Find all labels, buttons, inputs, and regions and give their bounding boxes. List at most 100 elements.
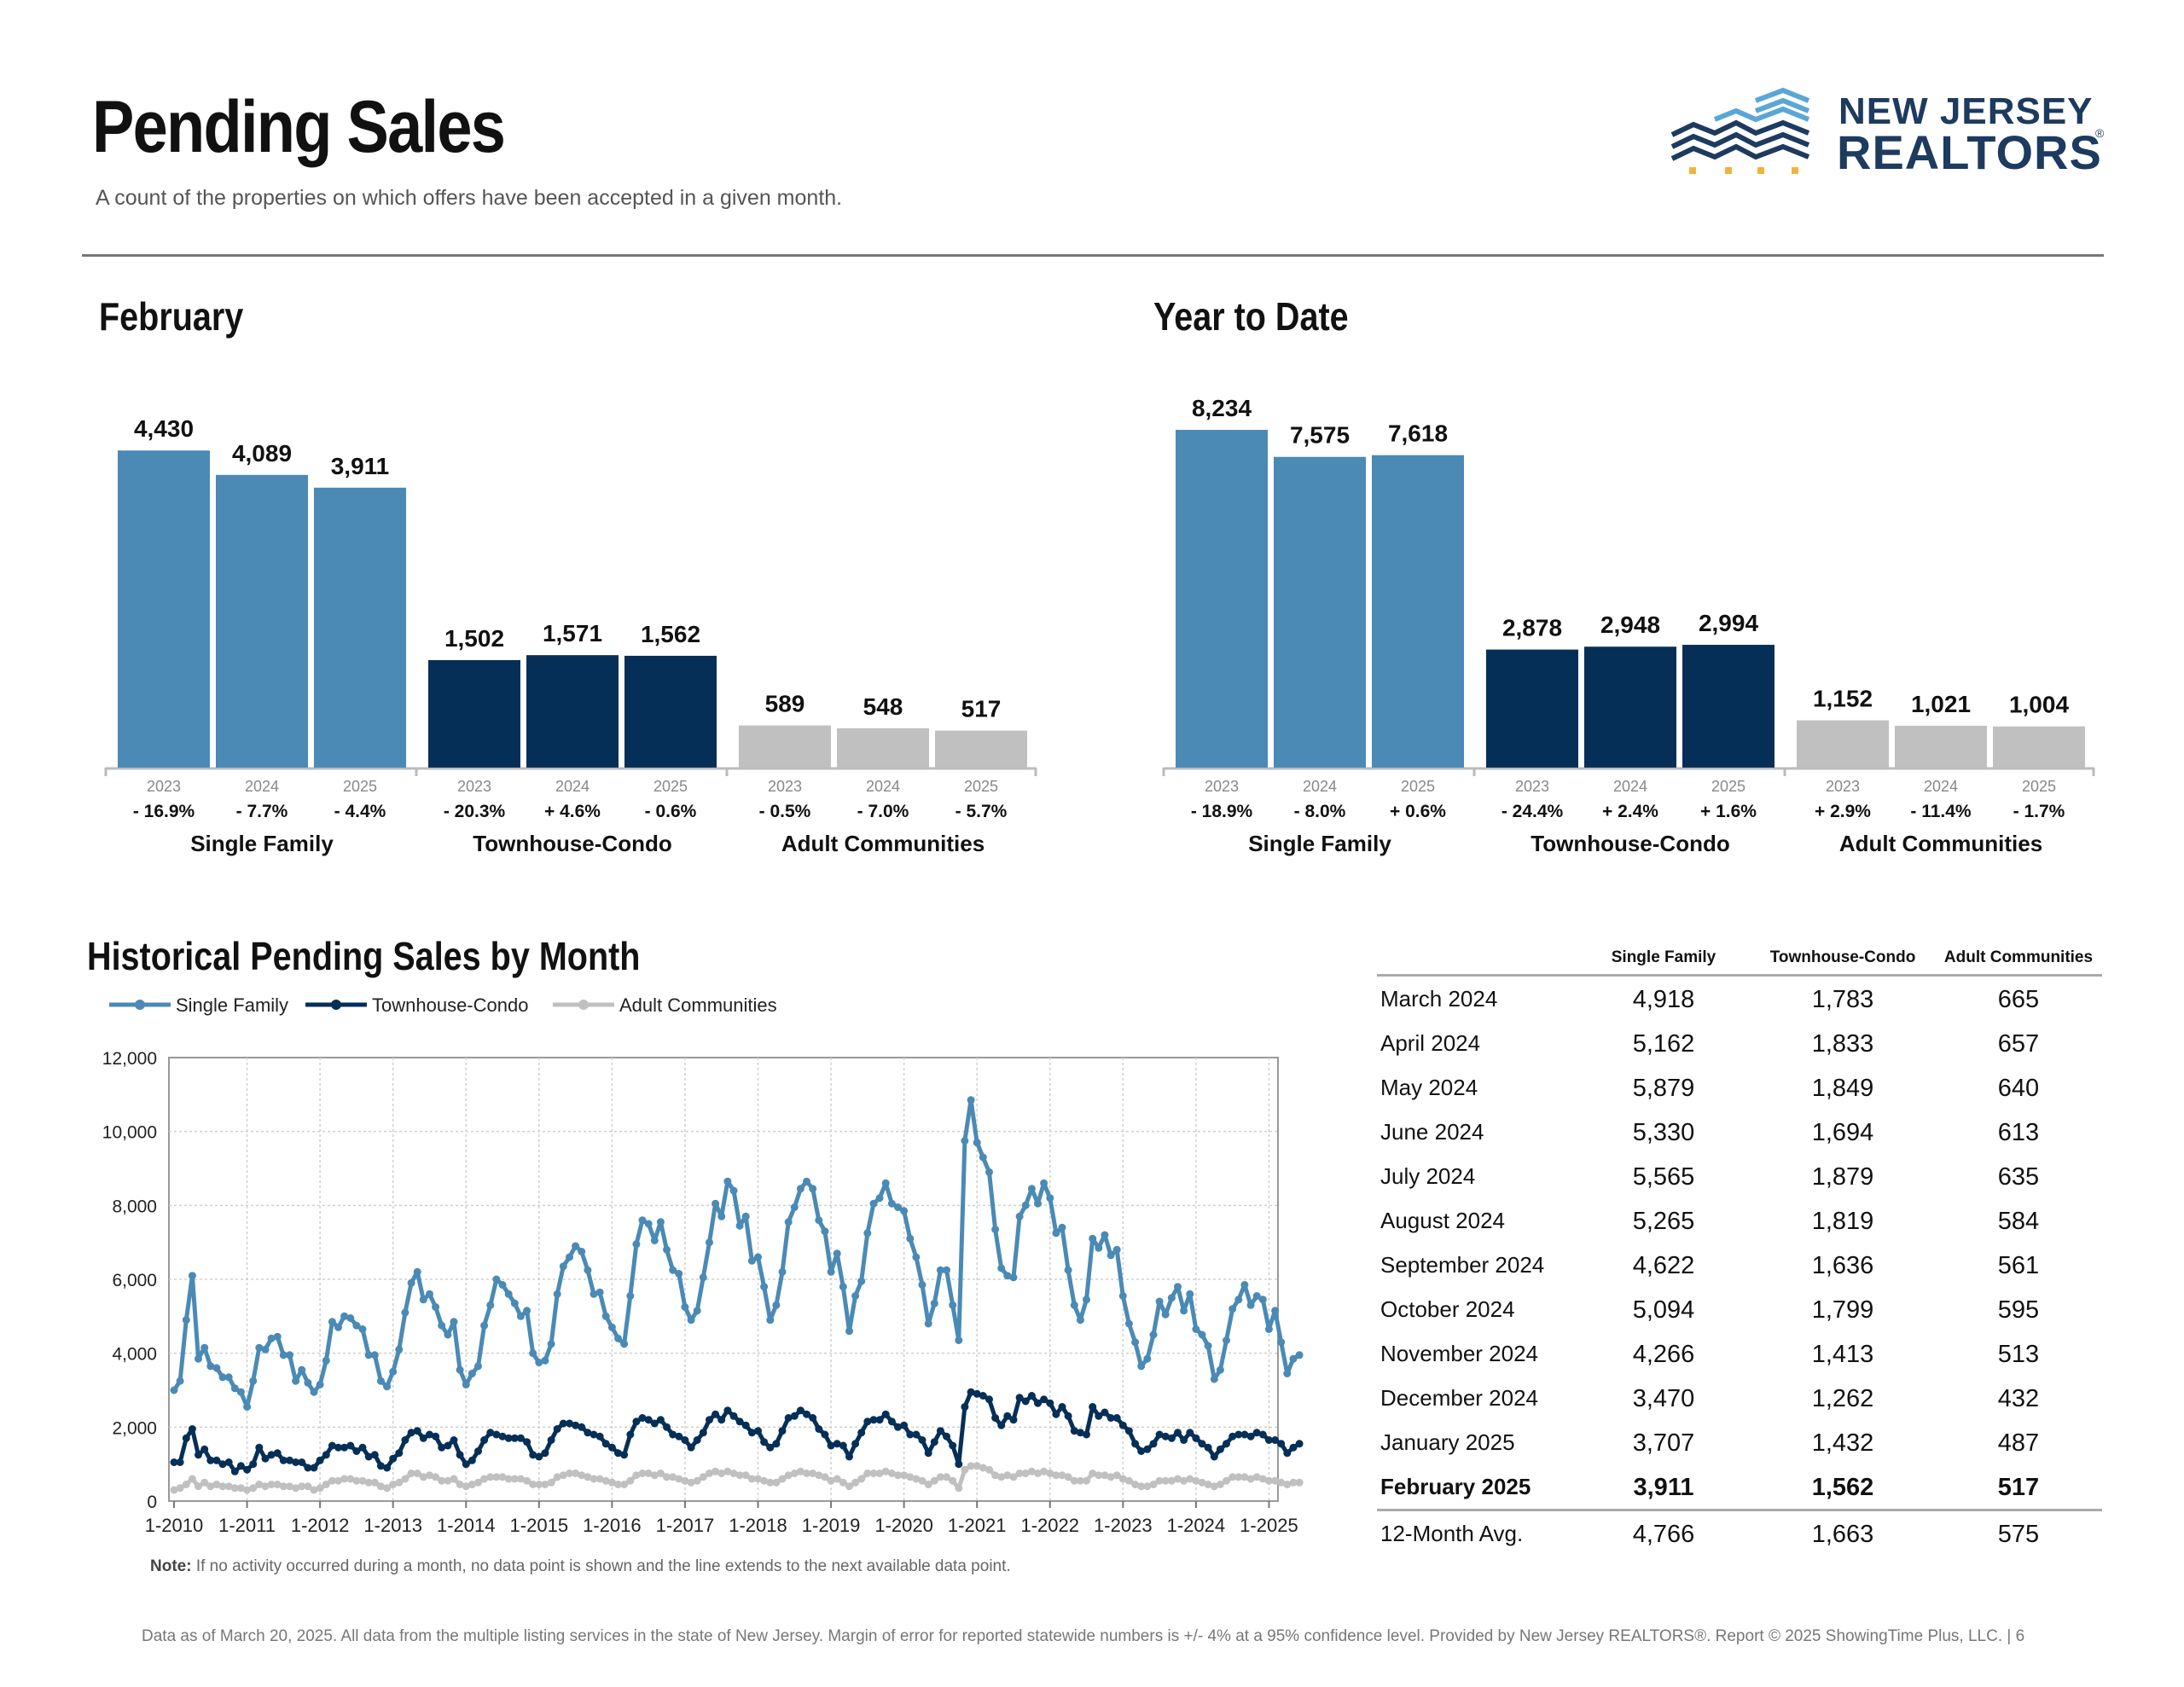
bar-change-label: - 20.3% bbox=[444, 802, 506, 821]
point-single-family bbox=[973, 1139, 981, 1147]
point-townhouse-condo bbox=[955, 1460, 963, 1469]
logo-text-line2: REALTORS bbox=[1837, 125, 2102, 179]
point-adult-communities bbox=[310, 1486, 318, 1494]
point-single-family bbox=[468, 1370, 476, 1377]
bar-adult-communities-2023 bbox=[739, 725, 831, 768]
point-adult-communities bbox=[444, 1476, 452, 1485]
point-townhouse-condo bbox=[535, 1452, 543, 1461]
point-single-family bbox=[863, 1229, 872, 1238]
point-townhouse-condo bbox=[1101, 1408, 1109, 1417]
point-single-family bbox=[1058, 1223, 1066, 1232]
bar-townhouse-condo-2023 bbox=[1486, 649, 1578, 768]
point-townhouse-condo bbox=[212, 1456, 221, 1464]
point-single-family bbox=[261, 1345, 270, 1354]
point-single-family bbox=[949, 1301, 957, 1309]
point-single-family bbox=[413, 1267, 421, 1276]
point-single-family bbox=[1101, 1231, 1109, 1239]
point-single-family bbox=[693, 1307, 701, 1315]
point-adult-communities bbox=[741, 1471, 750, 1480]
point-adult-communities bbox=[723, 1467, 732, 1475]
point-single-family bbox=[985, 1168, 993, 1176]
point-adult-communities bbox=[243, 1486, 252, 1494]
point-townhouse-condo bbox=[1118, 1421, 1127, 1429]
bar-change-label: - 1.7% bbox=[2013, 802, 2065, 821]
point-townhouse-condo bbox=[182, 1434, 190, 1442]
point-adult-communities bbox=[632, 1471, 641, 1480]
point-single-family bbox=[827, 1267, 835, 1276]
avg-adult-communities: 575 bbox=[1997, 1521, 2040, 1548]
point-single-family bbox=[644, 1220, 653, 1228]
point-townhouse-condo bbox=[450, 1436, 458, 1444]
page-title: Pending Sales bbox=[92, 86, 506, 168]
point-townhouse-condo bbox=[407, 1429, 415, 1437]
point-adult-communities bbox=[803, 1470, 810, 1477]
point-townhouse-condo bbox=[881, 1410, 890, 1418]
point-single-family bbox=[1107, 1251, 1115, 1260]
point-adult-communities bbox=[857, 1475, 866, 1483]
logo-registered-mark: ® bbox=[2095, 126, 2105, 140]
point-single-family bbox=[535, 1359, 543, 1366]
bar-change-label: - 24.4% bbox=[1502, 802, 1564, 821]
point-adult-communities bbox=[316, 1484, 324, 1493]
point-single-family bbox=[401, 1308, 410, 1317]
point-single-family bbox=[620, 1340, 629, 1348]
x-tick-label: 1-2013 bbox=[363, 1515, 422, 1536]
point-townhouse-condo bbox=[851, 1440, 860, 1448]
point-townhouse-condo bbox=[1240, 1430, 1249, 1439]
note-label: Note: bbox=[150, 1557, 192, 1575]
point-townhouse-condo bbox=[644, 1416, 653, 1424]
point-townhouse-condo bbox=[310, 1464, 318, 1472]
point-townhouse-condo bbox=[559, 1419, 567, 1428]
y-tick-label: 4,000 bbox=[112, 1345, 157, 1365]
row-single-family: 5,162 bbox=[1632, 1030, 1695, 1058]
point-adult-communities bbox=[778, 1475, 787, 1483]
point-adult-communities bbox=[407, 1470, 415, 1477]
row-single-family: 4,622 bbox=[1632, 1252, 1695, 1279]
point-adult-communities bbox=[1198, 1478, 1206, 1487]
point-townhouse-condo bbox=[352, 1447, 361, 1455]
point-townhouse-condo bbox=[1058, 1403, 1066, 1411]
point-adult-communities bbox=[170, 1486, 178, 1494]
point-adult-communities bbox=[717, 1470, 726, 1477]
bar-year-label: 2025 bbox=[2022, 778, 2056, 795]
point-single-family bbox=[516, 1312, 525, 1320]
ytd-title: Year to Date bbox=[1153, 294, 1349, 339]
point-adult-communities bbox=[182, 1481, 190, 1488]
point-townhouse-condo bbox=[1027, 1392, 1036, 1400]
point-adult-communities bbox=[249, 1484, 258, 1493]
row-adult-communities: 432 bbox=[1997, 1385, 2040, 1412]
point-adult-communities bbox=[1240, 1473, 1249, 1481]
x-tick-label: 1-2021 bbox=[948, 1515, 1007, 1536]
point-single-family bbox=[1186, 1290, 1194, 1298]
point-townhouse-condo bbox=[1264, 1436, 1273, 1444]
point-adult-communities bbox=[595, 1475, 604, 1483]
point-townhouse-condo bbox=[273, 1449, 282, 1458]
point-townhouse-condo bbox=[236, 1462, 245, 1470]
point-adult-communities bbox=[869, 1470, 878, 1477]
point-single-family bbox=[334, 1323, 342, 1331]
point-adult-communities bbox=[1095, 1471, 1103, 1480]
point-single-family bbox=[754, 1253, 762, 1261]
point-townhouse-condo bbox=[1083, 1430, 1090, 1439]
point-single-family bbox=[206, 1362, 215, 1371]
bar-value-label: 4,089 bbox=[232, 440, 292, 467]
point-single-family bbox=[607, 1323, 616, 1331]
point-adult-communities bbox=[541, 1481, 549, 1488]
point-single-family bbox=[881, 1179, 890, 1187]
point-adult-communities bbox=[1216, 1481, 1224, 1488]
point-townhouse-condo bbox=[492, 1430, 501, 1439]
bar-townhouse-condo-2025 bbox=[624, 655, 717, 768]
point-adult-communities bbox=[218, 1482, 227, 1491]
point-townhouse-condo bbox=[961, 1403, 969, 1411]
point-townhouse-condo bbox=[1137, 1447, 1146, 1455]
row-adult-communities: 635 bbox=[1997, 1163, 2040, 1191]
point-townhouse-condo bbox=[298, 1458, 306, 1466]
point-townhouse-condo bbox=[1021, 1397, 1030, 1406]
point-single-family bbox=[273, 1332, 282, 1341]
point-townhouse-condo bbox=[456, 1451, 464, 1459]
point-adult-communities bbox=[480, 1475, 489, 1483]
point-townhouse-condo bbox=[681, 1436, 689, 1444]
point-townhouse-condo bbox=[292, 1458, 300, 1466]
point-townhouse-condo bbox=[1167, 1434, 1176, 1442]
row-month: July 2024 bbox=[1380, 1163, 1476, 1189]
